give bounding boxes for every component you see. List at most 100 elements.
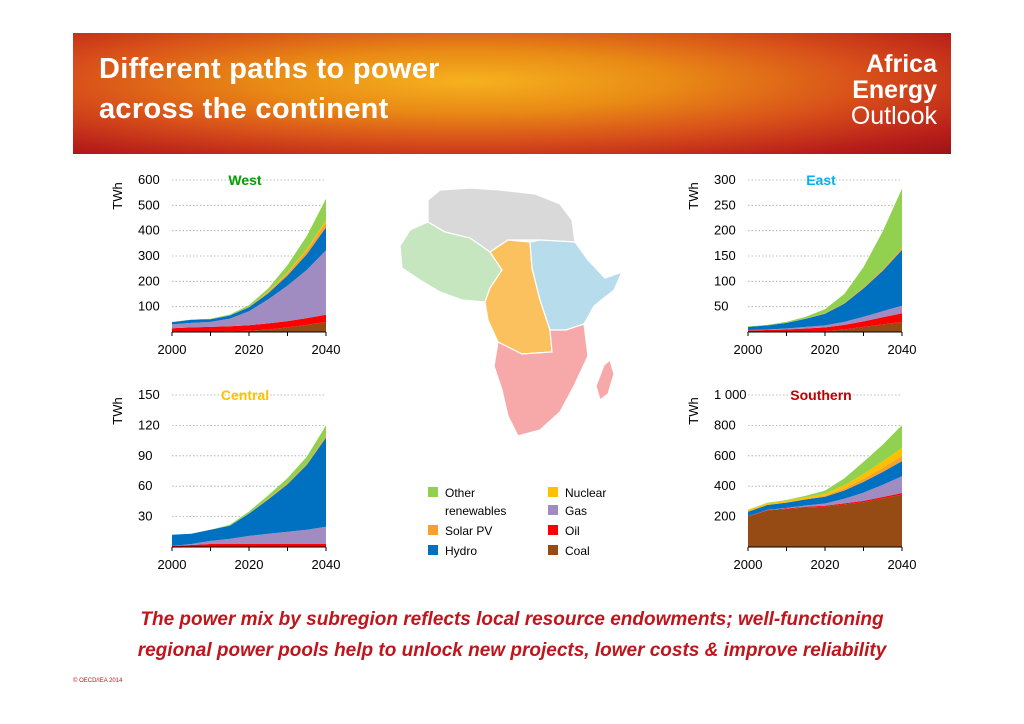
y-tick-label: 300 — [138, 248, 160, 263]
legend-label-nuclear: Nuclear — [565, 486, 607, 500]
caption-line-1: The power mix by subregion reflects loca… — [140, 609, 884, 630]
y-tick-label: 60 — [138, 478, 152, 493]
y-tick-label: 1 000 — [714, 387, 747, 402]
area-coal — [172, 321, 326, 332]
legend-item-hydro: Hydro — [428, 542, 523, 560]
title-line-2: across the continent — [99, 93, 389, 125]
legend-swatch-oil — [548, 525, 558, 535]
legend-item-gas: Gas — [548, 502, 643, 520]
legend-label-hydro: Hydro — [445, 544, 478, 558]
area-other-renewables — [748, 425, 902, 510]
legend-swatch-hydro — [428, 545, 438, 555]
legend-swatch-other-renewables — [428, 487, 438, 497]
legend-label-oil: Oil — [565, 524, 580, 538]
caption-line-2: regional power pools help to unlock new … — [137, 640, 887, 661]
area-coal — [748, 321, 902, 332]
y-axis-label: TWh — [686, 182, 701, 209]
area-hydro — [748, 461, 902, 517]
area-gas — [748, 476, 902, 517]
x-tick-label: 2040 — [888, 342, 917, 357]
x-tick-label: 2000 — [734, 557, 763, 572]
map-region-madagascar — [595, 358, 615, 402]
area-oil — [172, 314, 326, 332]
x-tick-label: 2040 — [888, 557, 917, 572]
y-tick-label: 120 — [138, 417, 160, 432]
west-chart-svg: 100 200 300 400 500 600 2000 2020 2040 TWh West — [110, 172, 341, 357]
area-gas — [748, 305, 902, 331]
legend-label-solar-pv: Solar PV — [445, 524, 493, 538]
logo-line-2: Energy — [852, 76, 937, 104]
southern-chart: 200 400 600 800 1 000 2000 2020 2040 TWh Southern — [676, 383, 926, 588]
x-tick-label: 2020 — [811, 342, 840, 357]
area-other-renewables — [172, 425, 326, 535]
y-axis-label: TWh — [686, 397, 701, 424]
y-tick-label: 200 — [714, 509, 736, 524]
slide-caption: The power mix by subregion reflects loca… — [73, 604, 951, 666]
legend-label-other-renewables: Other renewables — [445, 486, 507, 518]
area-hydro — [748, 249, 902, 330]
y-tick-label: 100 — [714, 273, 736, 288]
y-tick-label: 250 — [714, 197, 736, 212]
area-gas — [172, 526, 326, 546]
y-tick-label: 400 — [714, 478, 736, 493]
area-hydro — [172, 227, 326, 325]
legend-swatch-gas — [548, 505, 558, 515]
area-coal — [748, 494, 902, 547]
area-gas — [172, 250, 326, 329]
y-tick-label: 30 — [138, 509, 152, 524]
header-banner: Different paths to power across the cont… — [73, 33, 951, 154]
y-tick-label: 600 — [138, 172, 160, 187]
x-tick-label: 2040 — [312, 557, 341, 572]
legend-item-other-renewables: Other renewables — [428, 484, 523, 520]
east-chart-svg: 50 100 150 200 250 300 2000 2020 2040 TWh East — [686, 172, 917, 357]
legend-item-solar-pv: Solar PV — [428, 522, 523, 540]
chart-title: Southern — [790, 387, 851, 403]
legend-item-nuclear: Nuclear — [548, 484, 643, 502]
central-chart: 30 60 90 120 150 2000 2020 2040 TWh Central — [100, 383, 350, 588]
title-line-1: Different paths to power — [99, 53, 440, 85]
copyright-notice: © OECD/IEA 2014 — [73, 678, 123, 684]
map-region-southern — [493, 323, 589, 437]
area-nuclear — [748, 447, 902, 512]
east-chart: 50 100 150 200 250 300 2000 2020 2040 TWh East — [676, 168, 926, 373]
area-oil — [748, 313, 902, 332]
legend-label-coal: Coal — [565, 544, 590, 558]
y-tick-label: 800 — [714, 417, 736, 432]
legend-label-gas: Gas — [565, 504, 588, 518]
y-tick-label: 400 — [138, 223, 160, 238]
x-tick-label: 2000 — [158, 342, 187, 357]
area-other-renewables — [748, 188, 902, 327]
page-title: Different paths to power across the cont… — [99, 49, 440, 129]
legend-swatch-solar-pv — [428, 525, 438, 535]
y-axis-label: TWh — [110, 182, 125, 209]
area-oil — [172, 544, 326, 547]
logo-line-3: Outlook — [850, 102, 937, 130]
x-tick-label: 2040 — [312, 342, 341, 357]
x-tick-label: 2020 — [235, 557, 264, 572]
y-tick-label: 90 — [138, 448, 152, 463]
y-tick-label: 200 — [138, 273, 160, 288]
x-tick-label: 2000 — [734, 342, 763, 357]
y-axis-label: TWh — [110, 397, 125, 424]
y-tick-label: 500 — [138, 197, 160, 212]
area-other-renewables — [172, 198, 326, 323]
area-hydro — [172, 437, 326, 546]
legend-item-oil: Oil — [548, 522, 643, 540]
west-chart: 100 200 300 400 500 600 2000 2020 2040 TWh West — [100, 168, 350, 373]
map-region-west — [399, 221, 503, 303]
y-tick-label: 100 — [138, 299, 160, 314]
chart-title: East — [806, 172, 836, 188]
chart-legend: Other renewables Nuclear Gas Solar PV Oi… — [428, 484, 648, 564]
africa-energy-outlook-logo: Africa Energy Outlook — [851, 51, 937, 129]
logo-line-1: Africa — [866, 50, 937, 78]
legend-swatch-coal — [548, 545, 558, 555]
chart-title: Central — [221, 387, 269, 403]
y-tick-label: 300 — [714, 172, 736, 187]
legend-item-coal: Coal — [548, 542, 643, 560]
y-tick-label: 150 — [138, 387, 160, 402]
y-tick-label: 600 — [714, 448, 736, 463]
x-tick-label: 2020 — [235, 342, 264, 357]
y-tick-label: 200 — [714, 223, 736, 238]
y-tick-label: 150 — [714, 248, 736, 263]
y-tick-label: 50 — [714, 299, 728, 314]
